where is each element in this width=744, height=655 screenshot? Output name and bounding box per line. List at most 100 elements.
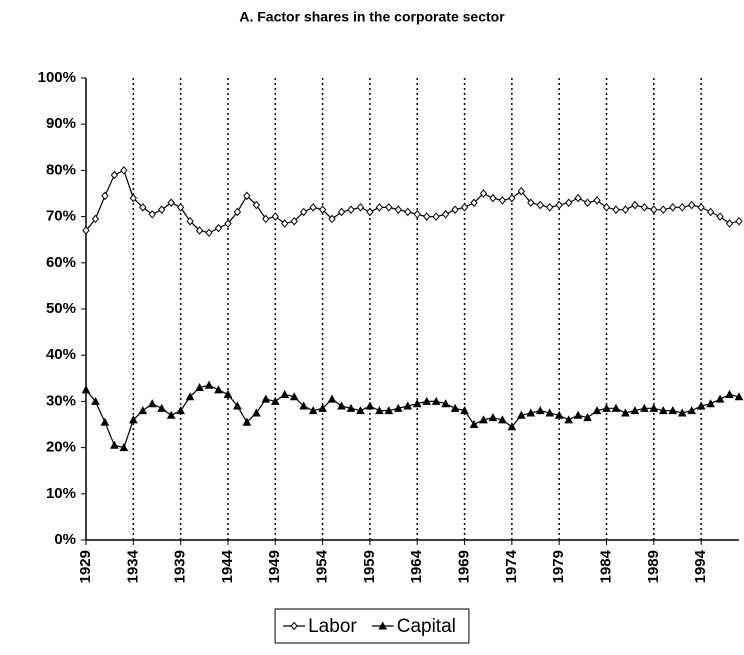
data-point: [252, 408, 261, 417]
data-point: [527, 198, 535, 208]
data-point: [735, 216, 743, 226]
data-point: [318, 205, 327, 214]
data-point: [195, 382, 204, 392]
data-point: [81, 385, 91, 394]
data-point: [365, 401, 375, 410]
data-point: [650, 205, 658, 214]
data-point: [555, 200, 563, 210]
x-tick-label: 1989: [645, 550, 662, 583]
x-tick-label: 1949: [266, 550, 283, 583]
data-point: [498, 196, 507, 205]
data-point: [82, 226, 90, 235]
data-point: [328, 214, 336, 224]
data-point: [356, 406, 365, 415]
series-line: [85, 384, 740, 449]
data-point: [119, 443, 129, 452]
data-point: [385, 203, 393, 212]
y-tick-label: 30%: [46, 392, 76, 409]
data-point: [243, 191, 251, 201]
data-point: [176, 203, 185, 212]
data-point: [403, 401, 413, 410]
data-point: [612, 205, 620, 214]
data-point: [593, 196, 601, 205]
data-point: [621, 205, 630, 214]
data-point: [535, 406, 545, 415]
x-tick-label: 1964: [408, 549, 425, 583]
data-point: [91, 214, 100, 224]
data-point: [640, 203, 649, 212]
data-point: [706, 207, 715, 217]
data-point: [300, 207, 308, 217]
data-point: [573, 410, 583, 419]
data-point: [517, 186, 525, 196]
data-point: [564, 415, 573, 424]
data-point: [252, 200, 261, 210]
data-point: [280, 389, 290, 398]
data-point: [498, 415, 507, 424]
data-point: [697, 203, 705, 212]
data-point: [214, 385, 223, 394]
data-point: [508, 193, 516, 203]
data-point: [649, 403, 659, 412]
data-point: [224, 219, 232, 228]
data-point: [621, 408, 630, 417]
x-tick-label: 1954: [314, 549, 331, 583]
data-point: [157, 403, 167, 412]
data-point: [536, 200, 544, 210]
data-point: [167, 198, 175, 208]
legend-label: Labor: [308, 616, 357, 637]
data-point: [176, 406, 185, 415]
x-tick-label: 1944: [219, 549, 236, 583]
data-point: [270, 396, 280, 405]
data-point: [658, 406, 668, 415]
legend: Labor Capital: [274, 608, 470, 644]
legend-marker: [290, 621, 298, 631]
data-point: [470, 198, 478, 208]
x-tick-label: 1994: [692, 549, 709, 583]
data-point: [460, 203, 469, 212]
y-tick-label: 20%: [46, 439, 76, 456]
data-point: [488, 413, 498, 422]
data-point: [261, 394, 271, 403]
x-tick-label: 1929: [77, 550, 94, 583]
data-point: [432, 212, 440, 221]
data-point: [583, 413, 592, 422]
data-point: [318, 403, 327, 412]
data-point: [375, 406, 384, 415]
data-point: [346, 403, 356, 412]
y-tick-label: 80%: [46, 161, 76, 178]
x-tick-label: 1959: [361, 550, 378, 583]
data-point: [233, 401, 242, 410]
data-point: [423, 212, 431, 221]
data-point: [479, 189, 488, 198]
data-point: [289, 392, 299, 401]
y-tick-label: 70%: [46, 208, 76, 225]
data-point: [281, 219, 289, 228]
data-point: [630, 406, 640, 415]
data-point: [422, 396, 432, 405]
data-point: [696, 401, 706, 410]
data-point: [375, 203, 384, 212]
data-point: [507, 422, 517, 431]
data-point: [242, 417, 252, 426]
y-tick-label: 10%: [46, 485, 76, 502]
y-tick-label: 50%: [46, 300, 76, 317]
data-point: [147, 399, 157, 408]
chart-title: A. Factor shares in the corporate sector: [239, 9, 505, 25]
x-tick-label: 1979: [550, 550, 567, 583]
data-point: [678, 203, 686, 212]
data-point: [129, 193, 137, 203]
data-point: [640, 403, 649, 412]
data-point: [195, 226, 204, 235]
data-point: [583, 198, 592, 208]
data-point: [271, 212, 279, 221]
data-point: [554, 410, 564, 419]
data-point: [413, 210, 421, 219]
data-point: [611, 403, 621, 412]
data-point: [706, 399, 715, 408]
data-point: [185, 392, 195, 401]
data-point: [574, 193, 582, 203]
data-point: [110, 170, 119, 180]
data-point: [592, 406, 602, 415]
